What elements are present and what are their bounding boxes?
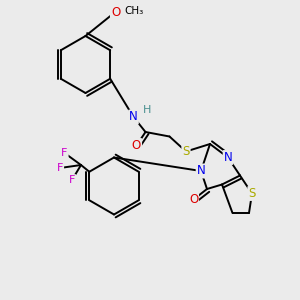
Text: S: S [248, 187, 256, 200]
Text: O: O [111, 5, 120, 19]
Text: H: H [142, 105, 151, 116]
Text: CH₃: CH₃ [124, 5, 144, 16]
Text: F: F [57, 163, 63, 173]
Text: O: O [132, 139, 141, 152]
Text: S: S [182, 145, 190, 158]
Text: F: F [69, 175, 75, 185]
Text: N: N [224, 151, 232, 164]
Text: N: N [129, 110, 138, 124]
Text: O: O [189, 193, 198, 206]
Text: F: F [61, 148, 68, 158]
Text: N: N [196, 164, 206, 178]
